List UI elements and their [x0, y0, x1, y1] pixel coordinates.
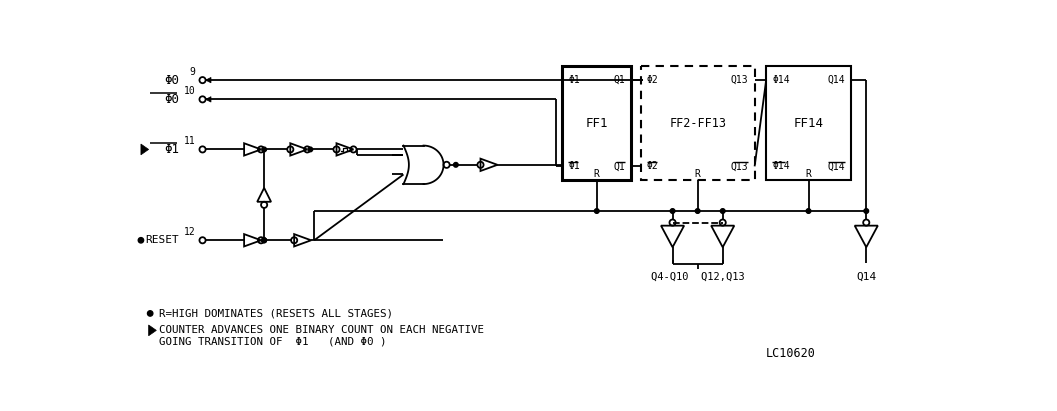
- Text: 10: 10: [184, 86, 197, 96]
- Polygon shape: [206, 77, 211, 83]
- Text: LC10620: LC10620: [766, 347, 816, 360]
- Text: Φ2: Φ2: [647, 75, 659, 85]
- Circle shape: [696, 209, 700, 213]
- Text: Q1: Q1: [613, 162, 626, 171]
- Circle shape: [262, 147, 266, 152]
- Circle shape: [148, 311, 153, 316]
- Text: Q4-Q10  Q12,Q13: Q4-Q10 Q12,Q13: [651, 272, 744, 282]
- Text: Q13: Q13: [730, 162, 748, 171]
- Text: 9: 9: [189, 67, 196, 76]
- Text: COUNTER ADVANCES ONE BINARY COUNT ON EACH NEGATIVE: COUNTER ADVANCES ONE BINARY COUNT ON EAC…: [160, 326, 484, 335]
- Circle shape: [721, 209, 725, 213]
- Text: R=HIGH DOMINATES (RESETS ALL STAGES): R=HIGH DOMINATES (RESETS ALL STAGES): [160, 308, 393, 319]
- Circle shape: [864, 209, 869, 213]
- Text: Q14: Q14: [827, 75, 845, 85]
- Text: Φ0: Φ0: [165, 93, 180, 106]
- Text: Φ2: Φ2: [647, 162, 659, 171]
- Polygon shape: [206, 97, 211, 102]
- Circle shape: [138, 238, 144, 243]
- Text: Q1: Q1: [613, 75, 626, 85]
- Bar: [641, 66, 755, 180]
- Circle shape: [670, 209, 674, 213]
- Text: FF14: FF14: [794, 117, 823, 130]
- Text: Q14: Q14: [856, 272, 876, 282]
- Text: Q14: Q14: [827, 162, 845, 171]
- Text: R: R: [805, 169, 812, 179]
- Text: RESET: RESET: [146, 235, 180, 245]
- Circle shape: [594, 209, 599, 213]
- Text: Φ1: Φ1: [569, 75, 580, 85]
- Text: Q13: Q13: [730, 75, 748, 85]
- Text: R: R: [694, 169, 701, 179]
- Text: Φ14: Φ14: [773, 162, 790, 171]
- Text: GOING TRANSITION OF  Φ1   (AND Φ0 ): GOING TRANSITION OF Φ1 (AND Φ0 ): [160, 337, 387, 347]
- Circle shape: [308, 147, 313, 152]
- Circle shape: [262, 238, 266, 242]
- Bar: [766, 66, 851, 180]
- Text: Φ14: Φ14: [773, 75, 790, 85]
- Text: 12: 12: [184, 227, 197, 237]
- Bar: [562, 66, 631, 180]
- Text: FF1: FF1: [586, 117, 608, 130]
- Circle shape: [453, 162, 458, 167]
- Polygon shape: [149, 325, 156, 336]
- Text: Φ1: Φ1: [569, 162, 580, 171]
- Text: R: R: [594, 169, 599, 179]
- Text: Φ0: Φ0: [165, 74, 180, 87]
- Polygon shape: [141, 144, 149, 155]
- Circle shape: [262, 238, 266, 242]
- Text: FF2-FF13: FF2-FF13: [669, 117, 726, 130]
- Circle shape: [806, 209, 811, 213]
- Text: 11: 11: [184, 136, 197, 146]
- Text: Φ1: Φ1: [165, 143, 180, 156]
- Circle shape: [262, 238, 266, 242]
